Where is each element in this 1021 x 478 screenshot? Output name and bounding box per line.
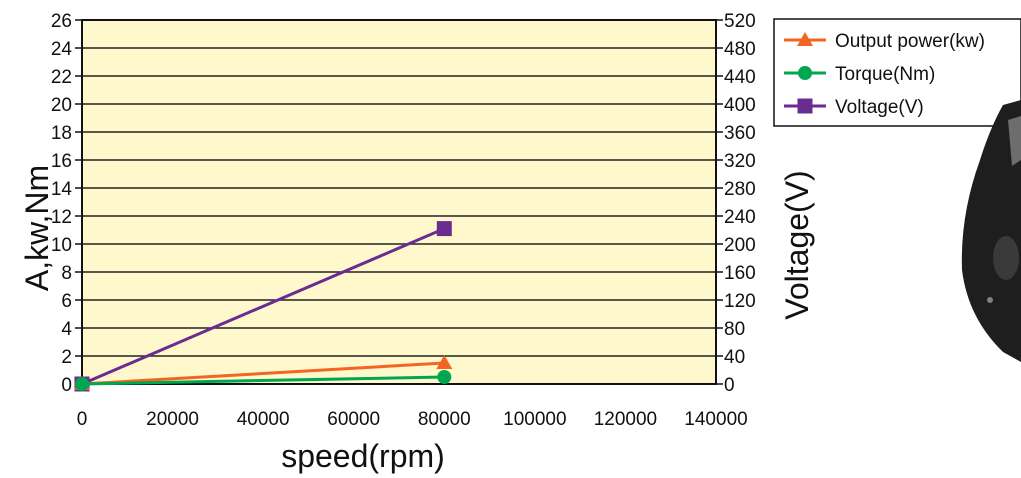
legend-marker xyxy=(797,32,813,46)
motor-photo-bolt xyxy=(987,297,993,303)
plot-area xyxy=(82,20,716,384)
y-tick-label: 4 xyxy=(61,319,72,340)
legend-item: Voltage(V) xyxy=(784,97,924,118)
x-tick-label: 80000 xyxy=(418,409,471,430)
legend-label: Voltage(V) xyxy=(835,97,924,118)
legend-marker xyxy=(797,98,813,114)
y-tick-label: 6 xyxy=(61,291,72,312)
y2-axis-ticks: 0 40 80 120 160 200 240 280 320 360 400 440 480 520 xyxy=(716,11,756,396)
y-tick-label: 0 xyxy=(61,375,72,396)
y2-tick-label: 80 xyxy=(724,319,745,340)
y2-axis-title: Voltage(V) xyxy=(779,170,815,319)
y-tick-label: 26 xyxy=(51,11,72,32)
y-tick-label: 12 xyxy=(51,207,72,228)
plot-frame xyxy=(81,19,717,385)
y-tick-label: 8 xyxy=(61,263,72,284)
x-tick-label: 0 xyxy=(77,409,88,430)
y-tick-label: 10 xyxy=(51,235,72,256)
y2-tick-label: 120 xyxy=(724,291,756,312)
y2-tick-label: 360 xyxy=(724,123,756,144)
motor-photo xyxy=(961,100,1021,362)
legend-label: Torque(Nm) xyxy=(835,64,935,85)
y2-tick-label: 280 xyxy=(724,179,756,200)
data-point xyxy=(75,377,89,391)
x-tick-label: 120000 xyxy=(594,409,657,430)
x-axis-title: speed(rpm) xyxy=(281,438,445,474)
y-tick-label: 16 xyxy=(51,151,72,172)
series-circle xyxy=(75,370,452,391)
y2-tick-label: 320 xyxy=(724,151,756,172)
y2-tick-label: 40 xyxy=(724,347,745,368)
legend-marker xyxy=(798,66,812,80)
motor-photo-hub xyxy=(993,236,1019,280)
x-tick-label: 40000 xyxy=(237,409,290,430)
series-layer xyxy=(74,221,453,392)
series-line xyxy=(81,227,445,386)
motor-photo-highlight xyxy=(1008,116,1021,166)
y2-tick-label: 520 xyxy=(724,11,756,32)
x-tick-label: 20000 xyxy=(146,409,199,430)
y-tick-label: 2 xyxy=(61,347,72,368)
y2-tick-label: 400 xyxy=(724,95,756,116)
x-tick-label: 100000 xyxy=(503,409,566,430)
y2-tick-label: 240 xyxy=(724,207,756,228)
x-axis-ticks: 0 20000 40000 60000 80000 100000 120000 140000 xyxy=(77,409,748,430)
series-line xyxy=(81,375,445,386)
legend-item: Output power(kw) xyxy=(784,31,985,52)
legend: Output power(kw) Torque(Nm) Voltage(V) xyxy=(773,18,1021,127)
y-tick-label: 18 xyxy=(51,123,72,144)
y2-tick-label: 0 xyxy=(724,375,735,396)
y-axis-title: A,kw,Nm xyxy=(19,165,55,291)
y-tick-label: 22 xyxy=(51,67,72,88)
legend-item: Torque(Nm) xyxy=(784,64,935,85)
x-tick-label: 60000 xyxy=(327,409,380,430)
data-point xyxy=(436,221,452,237)
data-point xyxy=(436,355,453,369)
y2-tick-label: 200 xyxy=(724,235,756,256)
y2-tick-label: 440 xyxy=(724,67,756,88)
x-tick-label: 140000 xyxy=(684,409,747,430)
y2-tick-label: 160 xyxy=(724,263,756,284)
y2-tick-label: 480 xyxy=(724,39,756,60)
y-tick-label: 14 xyxy=(51,179,73,200)
gridlines xyxy=(82,47,716,357)
y-tick-label: 20 xyxy=(51,95,72,116)
series-line xyxy=(81,361,445,386)
y-tick-label: 24 xyxy=(51,39,73,60)
legend-label: Output power(kw) xyxy=(835,31,985,52)
data-point xyxy=(437,370,452,384)
motor-photo-body xyxy=(961,100,1021,362)
